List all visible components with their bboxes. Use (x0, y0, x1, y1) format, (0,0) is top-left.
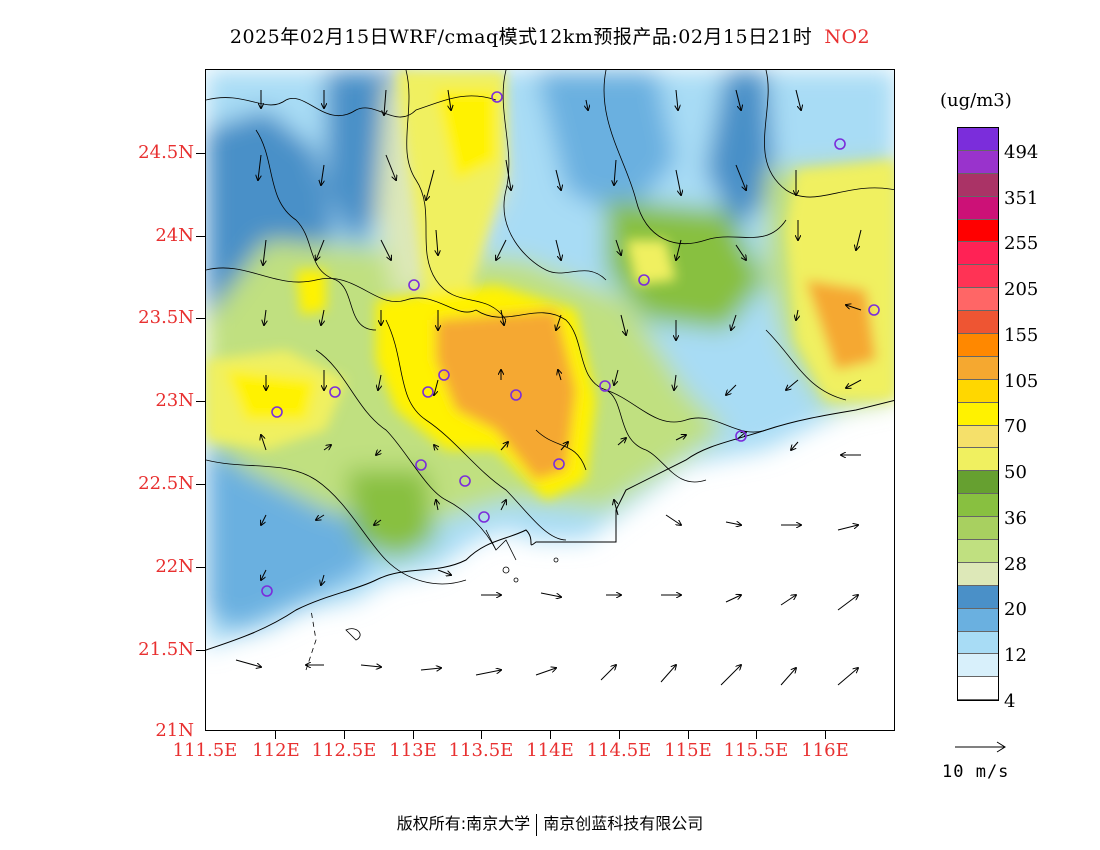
y-tick-label: 22N (155, 556, 194, 577)
high-concentration-field (206, 70, 894, 500)
colorbar-swatch (958, 631, 998, 655)
pollutant-label: NO2 (824, 26, 871, 48)
y-tick (196, 318, 205, 319)
boundaries (206, 70, 894, 651)
y-tick (196, 567, 205, 568)
y-tick-label: 21.5N (138, 639, 194, 660)
colorbar-swatch (958, 517, 998, 541)
x-tick (275, 731, 276, 739)
colorbar-swatch (958, 425, 998, 449)
map-title: 2025年02月15日WRF/cmaq模式12km预报产品:02月15日21时 N… (0, 22, 1100, 49)
y-tick (196, 153, 205, 154)
colorbar-swatch (958, 608, 998, 632)
footer-separator (536, 813, 538, 836)
colorbar-swatch (958, 334, 998, 357)
x-tick-label: 114.5E (586, 740, 652, 761)
colorbar-unit: (ug/m3) (940, 90, 1012, 111)
colorbar-swatch (958, 379, 998, 403)
x-tick-label: 113.5E (448, 740, 514, 761)
x-tick-label: 113E (389, 740, 437, 761)
colorbar-label: 12 (1004, 645, 1027, 666)
x-tick-label: 112E (252, 740, 300, 761)
colorbar-swatch (958, 540, 998, 563)
colorbar-label: 20 (1004, 599, 1027, 620)
colorbar-swatch (958, 402, 998, 426)
colorbar-swatch (958, 654, 998, 678)
colorbar-swatch (958, 448, 998, 472)
copyright-right: 南京创蓝科技有限公司 (543, 814, 704, 833)
x-tick (413, 731, 414, 739)
colorbar-swatch (958, 150, 998, 174)
x-tick-label: 111.5E (172, 740, 238, 761)
y-tick (196, 236, 205, 237)
colorbar-swatch (958, 356, 998, 380)
x-tick (756, 731, 757, 739)
x-tick-label: 115E (664, 740, 712, 761)
y-tick-label: 24.5N (138, 142, 194, 163)
x-tick (688, 731, 689, 739)
colorbar-swatch (958, 585, 998, 609)
colorbar-swatch (958, 173, 998, 197)
islands (305, 557, 559, 671)
x-tick (825, 731, 826, 739)
copyright-left: 版权所有:南京大学 (396, 814, 531, 833)
colorbar-label: 4 (1004, 691, 1016, 712)
colorbar-label: 70 (1004, 416, 1027, 437)
colorbar-swatch (958, 128, 998, 151)
colorbar-label: 36 (1004, 508, 1027, 529)
colorbar-swatch (958, 311, 998, 335)
x-tick-label: 116E (801, 740, 849, 761)
colorbar-swatch (958, 196, 998, 220)
x-tick (550, 731, 551, 739)
reference-vector-label: 10 m/s (942, 762, 1010, 782)
y-tick (196, 650, 205, 651)
copyright-footer: 版权所有:南京大学 南京创蓝科技有限公司 (0, 810, 1100, 836)
colorbar-label: 255 (1004, 233, 1039, 254)
x-tick-label: 115.5E (723, 740, 789, 761)
y-tick-label: 21N (155, 720, 194, 741)
colorbar-swatch (958, 242, 998, 266)
concentration-map (205, 69, 895, 731)
x-tick (481, 731, 482, 739)
colorbar-label: 28 (1004, 554, 1027, 575)
y-tick (196, 484, 205, 485)
map-svg (206, 70, 894, 730)
colorbar-swatch (958, 562, 998, 586)
title-text: 2025年02月15日WRF/cmaq模式12km预报产品:02月15日21时 (229, 26, 813, 48)
y-tick-label: 22.5N (138, 473, 194, 494)
y-tick-label: 24N (155, 225, 194, 246)
x-tick-label: 112.5E (311, 740, 377, 761)
x-tick-label: 114E (526, 740, 574, 761)
colorbar-label: 105 (1004, 371, 1039, 392)
colorbar-swatch (958, 288, 998, 312)
colorbar-label: 50 (1004, 462, 1027, 483)
colorbar-swatch (958, 494, 998, 518)
y-tick-label: 23N (155, 390, 194, 411)
colorbar-swatch (958, 471, 998, 495)
colorbar-swatch (958, 265, 998, 289)
y-tick-label: 23.5N (138, 307, 194, 328)
colorbar-label: 351 (1004, 188, 1039, 209)
x-tick (619, 731, 620, 739)
reference-vector-arrow (955, 741, 1006, 753)
colorbar-label: 155 (1004, 325, 1039, 346)
colorbar-label: 205 (1004, 279, 1039, 300)
x-tick (344, 731, 345, 739)
colorbar-swatch (958, 219, 998, 243)
colorbar-swatch (958, 677, 998, 701)
colorbar-label: 494 (1004, 142, 1039, 163)
monitoring-stations (261, 91, 880, 597)
y-tick (196, 401, 205, 402)
colorbar (957, 127, 999, 702)
